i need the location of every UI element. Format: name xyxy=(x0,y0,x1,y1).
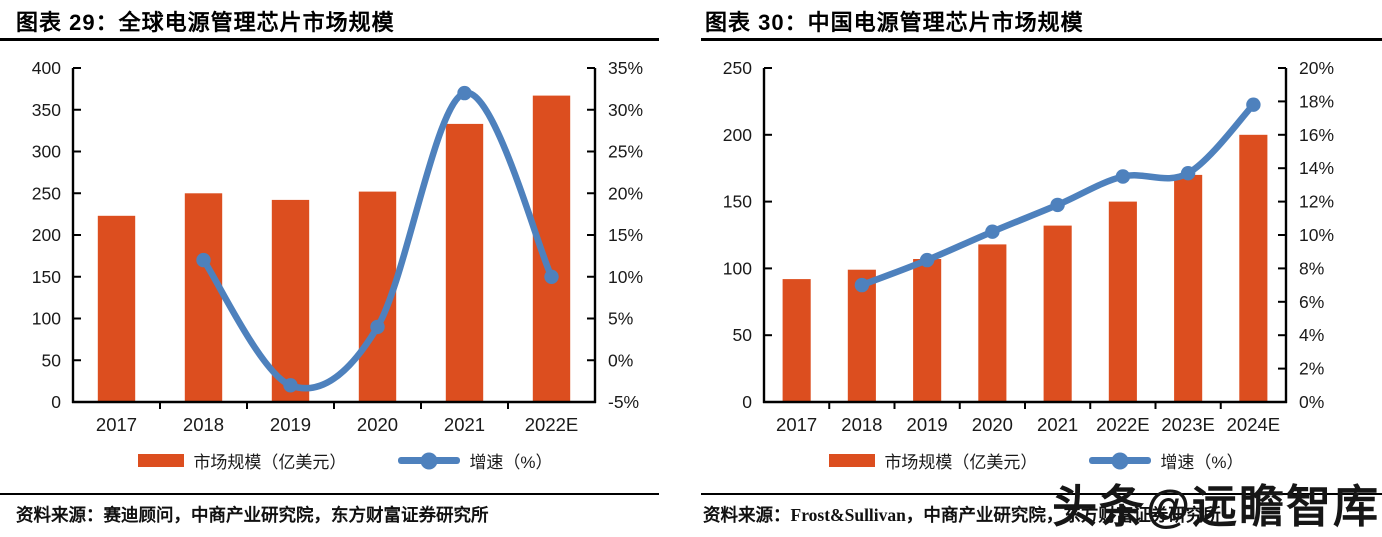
line-marker xyxy=(854,277,870,293)
right-tick-label: 10% xyxy=(608,267,643,287)
left-tick-label: 150 xyxy=(723,192,752,212)
left-tick-label: 300 xyxy=(32,142,61,162)
x-category-label: 2022E xyxy=(525,414,579,435)
x-category-label: 2020 xyxy=(972,414,1013,435)
bar xyxy=(1174,174,1203,402)
right-tick-label: 2% xyxy=(1299,359,1324,379)
growth-line xyxy=(200,89,555,392)
footer-rule xyxy=(701,493,1382,495)
right-tick-label: 25% xyxy=(608,142,643,162)
legend-line-swatch xyxy=(398,452,461,469)
chart-title-global: 图表 29：全球电源管理芯片市场规模 xyxy=(16,10,395,35)
line-marker xyxy=(985,224,1000,239)
legend-line-marker-icon xyxy=(420,452,438,469)
x-category-label: 2017 xyxy=(776,414,817,435)
line-marker xyxy=(283,378,298,393)
x-category-label: 2022E xyxy=(1096,414,1150,435)
right-tick-label: -5% xyxy=(608,392,639,412)
china-market-chart-canvas: 0 50 100 150 200 250 0% 2% 4% 6% 8% 10% 12% 14% 16% 18%… xyxy=(723,58,1334,435)
line-marker xyxy=(196,252,211,268)
chart-panel-global: 图表 29：全球电源管理芯片市场规模 0 50 100 150 200 250 300 350… xyxy=(0,10,691,525)
right-tick-label: 20% xyxy=(608,183,643,203)
chart-legend: 市场规模（亿美元） 增速（%） xyxy=(0,448,691,473)
left-tick-label: 50 xyxy=(42,350,62,370)
left-tick-label: 200 xyxy=(723,125,752,145)
left-tick-label: 250 xyxy=(723,58,752,78)
right-tick-label: 8% xyxy=(1299,258,1324,278)
x-category-label: 2019 xyxy=(907,414,948,435)
x-category-label: 2023E xyxy=(1161,414,1215,435)
bar xyxy=(445,123,484,403)
bar xyxy=(271,199,310,402)
right-tick-label: 0% xyxy=(1299,392,1324,412)
chart-panel-china: 图表 30：中国电源管理芯片市场规模 0 50 100 150 200 250 0% 2% 4%… xyxy=(691,0,1382,537)
legend-line-label: 增速（%） xyxy=(1160,453,1244,472)
left-tick-label: 50 xyxy=(733,325,753,345)
legend-bar-swatch xyxy=(829,454,876,467)
chart-legend: 市场规模（亿美元） 增速（%） xyxy=(691,448,1382,473)
legend-bar-label: 市场规模（亿美元） xyxy=(193,453,347,472)
left-tick-label: 350 xyxy=(32,100,61,120)
legend-line-label: 增速（%） xyxy=(469,453,553,472)
chart-title-china: 图表 30：中国电源管理芯片市场规模 xyxy=(705,10,1084,35)
right-tick-label: 6% xyxy=(1299,292,1324,312)
x-category-label: 2024E xyxy=(1227,414,1281,435)
right-tick-label: 5% xyxy=(608,309,633,329)
bar xyxy=(782,279,811,402)
x-category-label: 2018 xyxy=(841,414,882,435)
watermark: 头条@远瞻智库 xyxy=(1052,481,1380,532)
right-tick-label: 12% xyxy=(1299,192,1334,212)
bar xyxy=(97,215,136,402)
legend-bar-swatch xyxy=(138,454,185,467)
right-tick-label: 18% xyxy=(1299,91,1334,111)
left-tick-label: 200 xyxy=(32,225,61,245)
x-category-label: 2021 xyxy=(1037,414,1078,435)
right-tick-label: 0% xyxy=(608,350,633,370)
right-tick-label: 16% xyxy=(1299,125,1334,145)
left-tick-label: 100 xyxy=(723,258,752,278)
title-rule xyxy=(0,38,659,41)
left-tick-label: 150 xyxy=(32,267,61,287)
legend-line-marker-icon xyxy=(1111,452,1129,469)
footer-rule xyxy=(0,493,659,495)
right-tick-label: 20% xyxy=(1299,58,1334,78)
title-rule xyxy=(701,38,1382,41)
right-tick-label: 35% xyxy=(608,58,643,78)
left-tick-label: 0 xyxy=(742,392,752,412)
bar xyxy=(913,259,942,402)
line-marker xyxy=(1246,97,1261,112)
line-marker xyxy=(370,319,385,335)
source-note: 资料来源：赛迪顾问，中商产业研究院，东方财富证券研究所 xyxy=(16,505,489,525)
right-tick-label: 4% xyxy=(1299,325,1324,345)
bar xyxy=(1239,134,1268,403)
right-tick-label: 14% xyxy=(1299,158,1334,178)
bar xyxy=(978,244,1007,402)
bar xyxy=(1043,225,1072,402)
line-marker xyxy=(544,269,559,284)
bar xyxy=(184,193,223,403)
global-market-chart-canvas: 0 50 100 150 200 250 300 350 400 -5% 0% 5% 10% 15% 20%… xyxy=(32,58,643,435)
source-note: 资料来源：Frost&Sullivan，中商产业研究院，东方财富证券研究所 xyxy=(703,505,1221,525)
right-tick-label: 15% xyxy=(608,225,643,245)
x-category-label: 2021 xyxy=(444,414,485,435)
left-tick-label: 100 xyxy=(32,309,61,329)
line-marker xyxy=(457,85,472,101)
x-category-label: 2018 xyxy=(183,414,224,435)
bar xyxy=(1108,201,1137,402)
right-tick-label: 10% xyxy=(1299,225,1334,245)
x-category-label: 2017 xyxy=(96,414,137,435)
legend-bar-label: 市场规模（亿美元） xyxy=(884,453,1038,472)
x-category-label: 2019 xyxy=(270,414,311,435)
left-tick-label: 250 xyxy=(32,183,61,203)
left-tick-label: 400 xyxy=(32,58,61,78)
left-tick-label: 0 xyxy=(51,392,61,412)
line-marker xyxy=(919,252,935,268)
line-marker xyxy=(1050,197,1065,213)
x-category-label: 2020 xyxy=(357,414,398,435)
legend-line-swatch xyxy=(1089,452,1152,469)
right-tick-label: 30% xyxy=(608,100,643,120)
line-marker xyxy=(1115,169,1131,184)
line-marker xyxy=(1180,166,1196,181)
